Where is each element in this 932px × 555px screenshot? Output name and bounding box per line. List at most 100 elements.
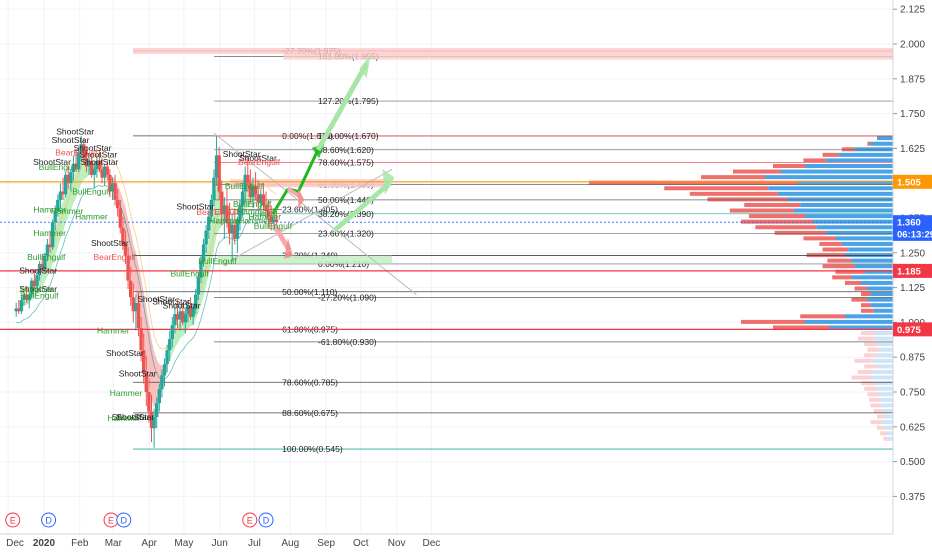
candle-body — [191, 308, 195, 317]
volume-profile-down-bar — [773, 163, 805, 169]
time-axis-label: Mar — [105, 538, 123, 549]
volume-profile-value-area-down-bar — [867, 392, 879, 397]
volume-profile-down-bar — [755, 225, 817, 230]
volume-profile-value-area-up-bar — [880, 403, 893, 408]
time-axis-label: Nov — [388, 538, 406, 549]
ribbon-segment — [198, 281, 201, 314]
pattern-label-shootstar: ShootStar — [177, 201, 215, 211]
candle-body — [238, 205, 242, 220]
candle-body — [50, 222, 55, 248]
event-marker-d[interactable]: D — [116, 512, 132, 528]
volume-profile-value-area-down-bar — [864, 386, 878, 391]
event-marker-e[interactable]: E — [103, 512, 119, 528]
candle-body — [89, 160, 94, 175]
price-axis-tick-label: 1.625 — [900, 144, 925, 155]
fibonacci-drawings[interactable]: -27.20%(1.975)0.00%(1.670)38.20%(1.240)5… — [132, 46, 893, 454]
candle-body — [136, 302, 141, 328]
volume-profile-value-area-down-bar — [854, 358, 872, 363]
candle-body — [87, 160, 91, 167]
ribbon-segment — [211, 204, 214, 264]
candle-body — [131, 297, 135, 312]
ribbon-segment — [200, 266, 204, 306]
support-trail-line — [16, 185, 277, 381]
pattern-label-shootstar: ShootStar — [119, 369, 157, 379]
price-tag-label: 06:13:29 — [897, 229, 932, 240]
event-marker-d[interactable]: D — [258, 512, 274, 528]
pattern-label-shootstar: ShootStar — [19, 266, 57, 276]
volume-profile-value-area-up-bar — [885, 431, 893, 436]
volume-profile-value-area-up-bar — [875, 331, 893, 336]
volume-profile-up-bar — [781, 169, 893, 174]
candle-body — [121, 227, 125, 245]
candle-body — [97, 160, 102, 170]
volume-profile-value-area-down-bar — [867, 347, 879, 352]
candle-body — [212, 177, 216, 200]
candle-body — [243, 174, 247, 192]
candle-body — [274, 219, 279, 223]
horizontal-lines[interactable] — [0, 181, 893, 330]
candle-body — [183, 314, 188, 323]
ribbon-segment — [135, 252, 139, 308]
projection-arrow-tertiary — [332, 181, 392, 233]
ribbon-segment — [120, 191, 123, 224]
pattern-label-bullengulf: BullEngulf — [254, 221, 293, 231]
candle-body — [126, 255, 130, 281]
event-marker-e[interactable]: E — [5, 512, 21, 528]
volume-profile-value-area-down-bar — [861, 381, 876, 386]
time-axis-label: Oct — [353, 538, 369, 549]
volume-profile-value-area-down-bar — [851, 375, 871, 380]
projection-arrow-primary — [297, 149, 320, 193]
candle-body — [217, 155, 221, 192]
volume-profile-down-bar — [800, 314, 845, 319]
candle-body — [162, 364, 167, 376]
candle-body — [160, 375, 164, 390]
time-axis-label: Jul — [248, 538, 261, 549]
price-tag — [893, 263, 932, 278]
volume-profile-up-bar — [805, 214, 893, 219]
volume-profile-up-bar — [765, 175, 893, 180]
candle-body — [264, 205, 268, 212]
event-marker-e[interactable]: E — [242, 512, 258, 528]
candle-body — [196, 277, 201, 295]
candle-body — [259, 194, 263, 203]
projection-arrows[interactable] — [271, 54, 395, 259]
fib1-level-label: 88.60%(0.675) — [282, 408, 338, 418]
candle-body — [53, 211, 57, 223]
ribbon-segment — [73, 172, 77, 203]
pattern-label-bullengulf: BullEngulf — [39, 162, 78, 172]
time-axis[interactable]: Dec 2020 Feb Mar Apr May Jun Jul Aug Sep Oct Nov Dec — [0, 533, 893, 549]
volume-profile-value-area-down-bar — [870, 403, 881, 408]
support-zone — [217, 255, 393, 264]
pattern-label-hammer: Hammer — [21, 284, 54, 294]
volume-profile-down-bar — [832, 275, 852, 280]
time-axis-label: Dec — [6, 538, 24, 549]
event-marker-label: D — [120, 516, 127, 526]
volume-profile-down-bar — [774, 230, 826, 235]
candle-body — [128, 280, 133, 298]
fib1-level-label: 38.20%(1.240) — [282, 251, 338, 261]
pattern-label-bullengulf: BullEngulf — [171, 268, 210, 278]
volume-profile-value-area-up-bar — [879, 397, 893, 402]
volume-profile-up-bar — [825, 158, 893, 163]
price-tag-label: 1.185 — [897, 266, 921, 277]
time-axis-label: 2020 — [33, 538, 56, 549]
candle-body — [144, 372, 148, 392]
volume-profile-value-area-down-bar — [857, 370, 874, 375]
volume-profile — [589, 136, 893, 441]
price-axis[interactable]: 2.1252.0001.8751.7501.6251.5001.3751.250… — [892, 0, 932, 534]
volume-profile-up-bar — [870, 292, 893, 297]
volume-profile-value-area-up-bar — [880, 420, 893, 425]
volume-profile-up-bar — [867, 286, 893, 291]
event-marker-d[interactable]: D — [41, 512, 57, 528]
volume-profile-down-bar — [773, 325, 829, 330]
volume-profile-down-bar — [744, 202, 801, 207]
ribbon-segment — [245, 189, 248, 212]
candle-body — [147, 392, 151, 412]
candle-body — [27, 294, 31, 301]
volume-profile-down-bar — [835, 269, 865, 274]
candle-body — [178, 311, 182, 320]
candle-body — [84, 158, 89, 167]
